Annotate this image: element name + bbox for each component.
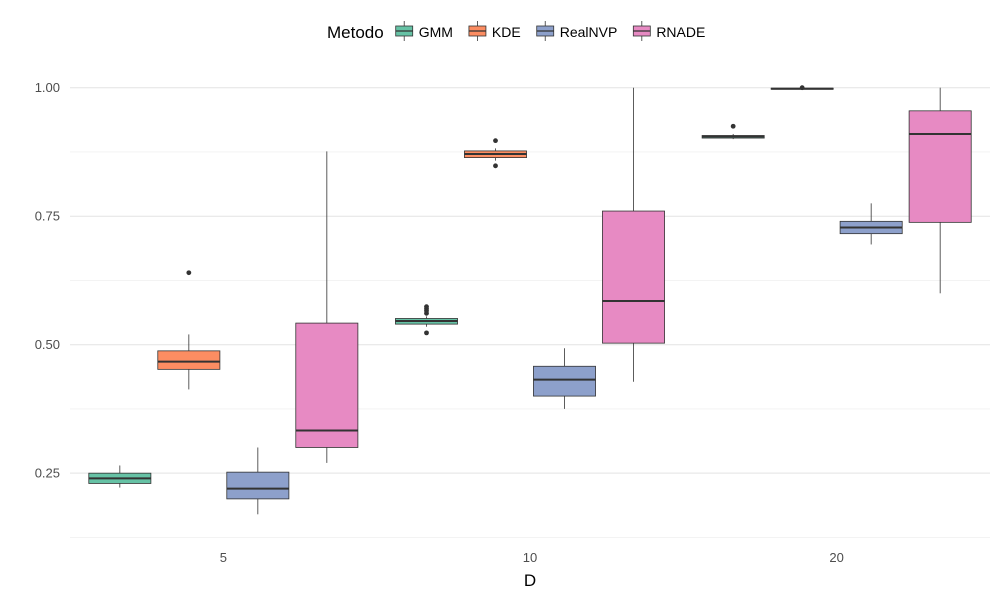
legend-item-KDE: KDE: [468, 21, 521, 41]
box-body: [157, 350, 221, 370]
x-tick-label: 5: [220, 550, 227, 565]
outlier-point: [424, 330, 429, 336]
box-body: [533, 365, 596, 397]
box-GMM-5: [88, 465, 152, 488]
outlier-point: [799, 85, 805, 91]
y-tick-label: 0.25: [35, 466, 60, 481]
y-tick-label: 1.00: [35, 80, 60, 95]
box-body: [908, 110, 972, 223]
legend-item-RNADE: RNADE: [632, 21, 705, 41]
box-RNADE-10: [602, 87, 665, 382]
box-KDE-20: [770, 85, 834, 91]
outlier-point: [493, 163, 498, 169]
x-axis-title: D: [524, 571, 536, 590]
box-RealNVP-20: [839, 203, 903, 245]
x-tick-label: 20: [829, 550, 843, 565]
box-GMM-20: [701, 123, 765, 140]
legend-label: RNADE: [656, 24, 705, 40]
outlier-point: [186, 270, 192, 276]
box-KDE-5: [157, 270, 221, 390]
legend-item-GMM: GMM: [395, 21, 453, 41]
box-RNADE-5: [295, 151, 359, 463]
legend-title: Metodo: [327, 23, 384, 42]
y-tick-label: 0.50: [35, 337, 60, 352]
box-RealNVP-5: [226, 447, 290, 515]
x-tick-label: 10: [523, 550, 537, 565]
x-axis-tick-labels: 5 10 20: [220, 550, 844, 565]
outlier-point: [493, 138, 498, 144]
box-RNADE-20: [908, 87, 972, 294]
legend-label: GMM: [419, 24, 453, 40]
legend: Metodo GMM KDE RealNVP RNADE: [327, 21, 705, 42]
box-body: [226, 471, 290, 500]
legend-label: KDE: [492, 24, 521, 40]
box-body: [602, 210, 665, 344]
box-GMM-10: [395, 304, 458, 336]
legend-items: GMM KDE RealNVP RNADE: [395, 21, 705, 41]
outlier-point: [424, 304, 429, 310]
box-body: [295, 322, 359, 448]
legend-label: RealNVP: [560, 24, 618, 40]
y-tick-label: 0.75: [35, 209, 60, 224]
box-KDE-10: [464, 138, 527, 169]
boxes: [88, 85, 972, 515]
gridlines: [70, 87, 990, 538]
outlier-point: [730, 123, 736, 129]
legend-item-RealNVP: RealNVP: [536, 21, 618, 41]
box-RealNVP-10: [533, 348, 596, 409]
y-axis-tick-labels: 0.25 0.50 0.75 1.00: [35, 80, 60, 480]
